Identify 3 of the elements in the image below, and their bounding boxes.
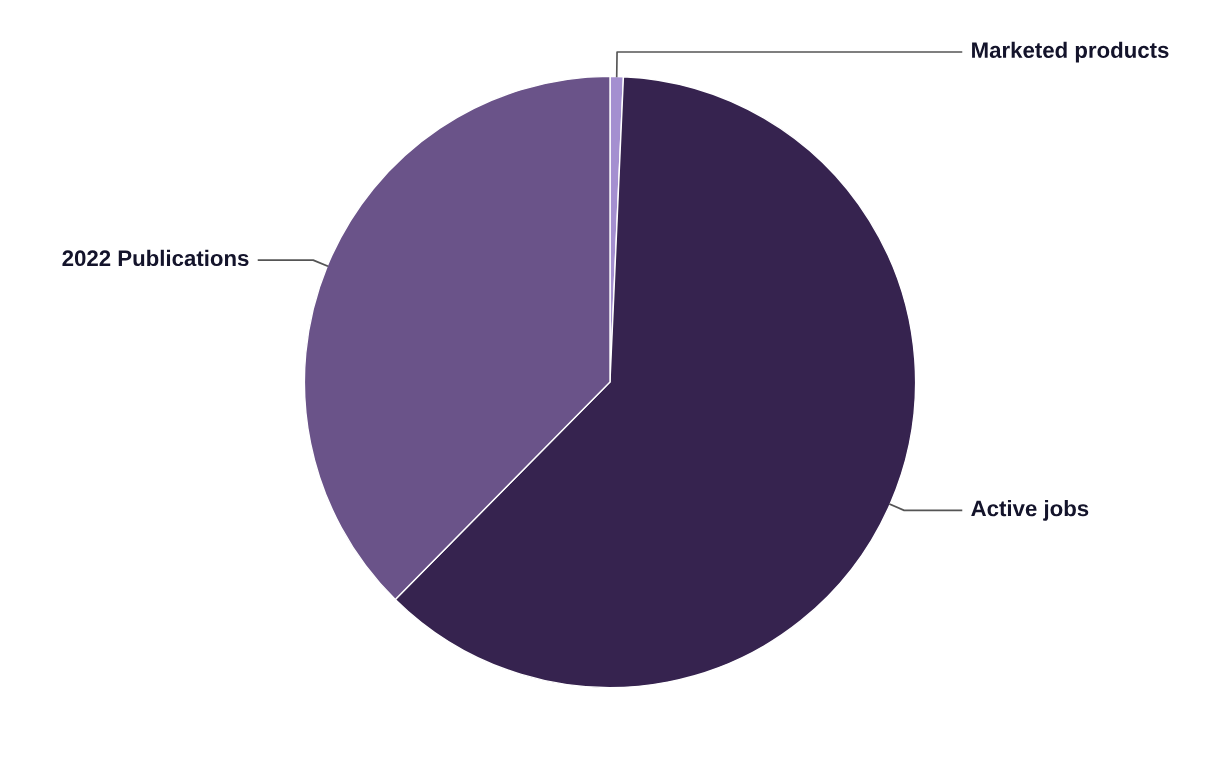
slice-label: Marketed products bbox=[972, 41, 1169, 63]
slice-label: 2022 Publications bbox=[62, 249, 249, 267]
slice-label: Active jobs bbox=[971, 500, 1089, 521]
